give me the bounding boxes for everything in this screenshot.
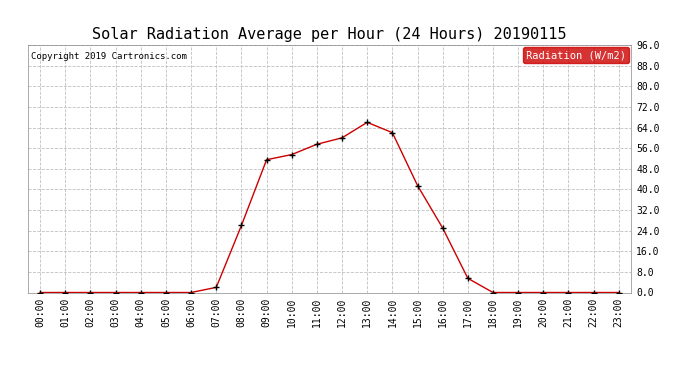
Legend: Radiation (W/m2): Radiation (W/m2) <box>523 47 629 63</box>
Title: Solar Radiation Average per Hour (24 Hours) 20190115: Solar Radiation Average per Hour (24 Hou… <box>92 27 566 42</box>
Text: Copyright 2019 Cartronics.com: Copyright 2019 Cartronics.com <box>30 53 186 62</box>
